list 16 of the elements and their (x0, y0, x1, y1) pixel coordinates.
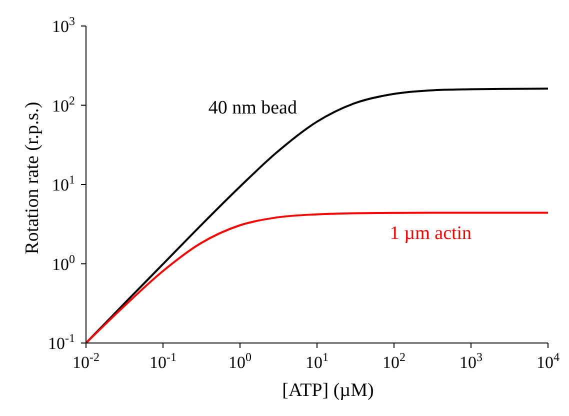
x-tick-label: 10$^{1}$ (306, 350, 328, 372)
y-tick-label: 10$^{0}$ (52, 252, 75, 274)
series-label: 40 nm bead (208, 98, 298, 119)
x-axis-title: [ATP] (µM) (282, 380, 374, 401)
x-tick-label: 10$^{4}$ (536, 350, 560, 372)
y-tick-label: 10$^{1}$ (52, 172, 75, 194)
y-tick-label: 10$^{-1}$ (48, 331, 75, 353)
y-axis-title: Rotation rate (r.p.s.) (22, 102, 43, 254)
x-tick-label: 10$^{3}$ (460, 350, 482, 372)
series-label: 1 µm actin (390, 222, 472, 244)
y-tick-label: 10$^{2}$ (52, 93, 75, 116)
x-tick-label: 10$^{2}$ (382, 350, 406, 372)
x-tick-label: 10$^{0}$ (228, 350, 252, 372)
x-tick-label: 10$^{-2}$ (72, 350, 100, 372)
y-tick-label: 10$^{3}$ (52, 14, 75, 36)
x-tick-label: 10$^{-1}$ (150, 350, 176, 372)
